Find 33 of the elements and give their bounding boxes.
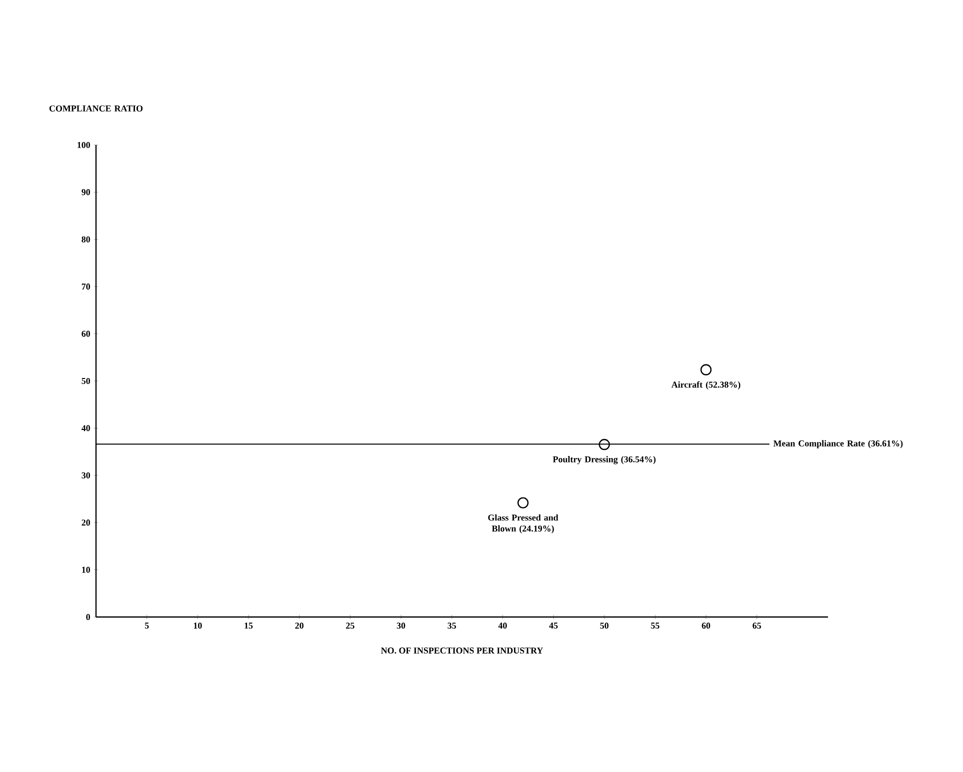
x-tick-label: 50 <box>600 622 608 629</box>
y-tick-label: 10 <box>82 566 90 573</box>
y-tick-label: 70 <box>82 284 90 290</box>
y-tick-label: 0 <box>86 614 90 620</box>
x-tick-label: 45 <box>549 622 558 629</box>
y-axis-title: COMPLIANCE RATIO <box>49 105 143 112</box>
y-tick-label: 100 <box>78 142 90 148</box>
point <box>598 438 610 450</box>
x-tick-label: 65 <box>752 622 761 629</box>
y-tick-label: 80 <box>82 236 90 242</box>
x-tick-label: 55 <box>651 622 660 629</box>
x-tick-label: 30 <box>396 622 406 629</box>
annotation: Glass Pressed and Blown (24.19%) <box>488 514 558 534</box>
x-tick-label: 10 <box>194 622 202 629</box>
y-tick-label: 50 <box>82 378 90 384</box>
x-tick-label: 40 <box>498 622 507 629</box>
annotation: Poultry Dressing (36.54%) <box>552 456 656 464</box>
x-tick-label: 25 <box>346 622 354 629</box>
x-tick-label: 35 <box>448 622 456 629</box>
y-tick-label: 60 <box>82 330 90 337</box>
point <box>700 364 712 376</box>
x-tick-label: 15 <box>244 622 253 629</box>
y-tick-label: 30 <box>82 472 90 478</box>
ref-line-label: Mean Compliance Rate (36.61%) <box>773 440 903 448</box>
y-tick-label: 90 <box>82 189 90 196</box>
x-tick-label: 60 <box>702 622 710 629</box>
x-tick-label: 20 <box>295 622 304 629</box>
y-tick-label: 40 <box>82 425 90 432</box>
annotation: Aircraft (52.38%) <box>671 381 740 390</box>
x-tick-label: 5 <box>144 622 149 629</box>
y-tick-label: 20 <box>82 520 90 526</box>
point <box>517 497 529 508</box>
x-axis-title: NO. OF INSPECTIONS PER INDUSTRY <box>381 648 544 654</box>
